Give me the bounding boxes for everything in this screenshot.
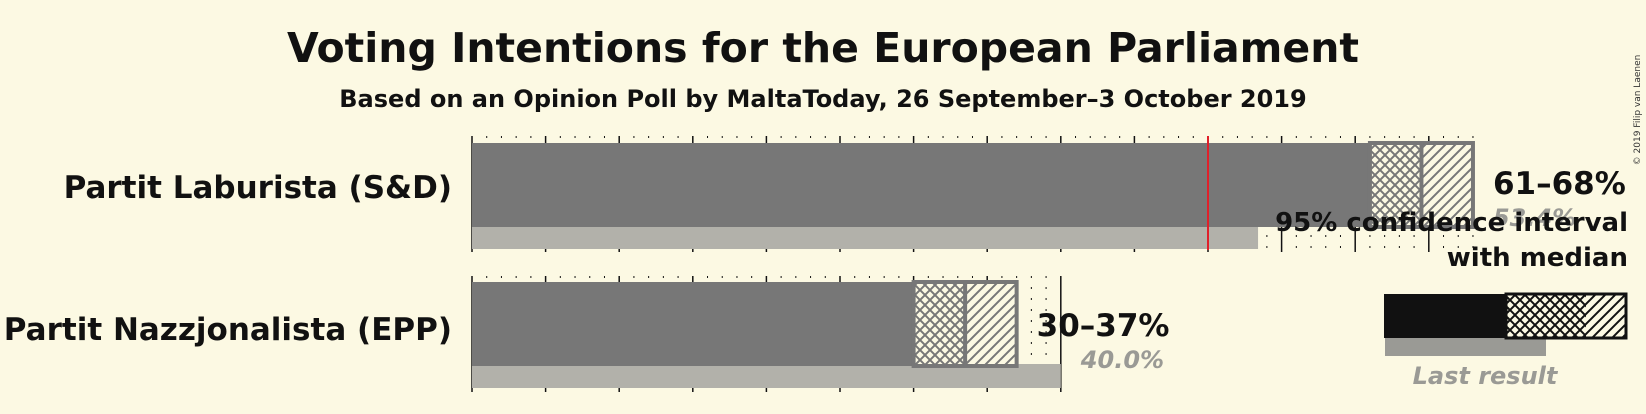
chart-title: Voting Intentions for the European Parli… [287, 24, 1359, 72]
legend-diagonal-swatch [1586, 294, 1626, 338]
bar-ci-upper [1421, 143, 1473, 227]
legend: 95% confidence interval with median Last… [1275, 208, 1628, 390]
legend-ci-line2: with median [1447, 243, 1628, 273]
bar-ci-lower [1369, 143, 1422, 227]
last-result-bar [472, 225, 1259, 249]
bar-solid [472, 282, 914, 366]
bar-ci-lower [913, 282, 966, 366]
legend-crosshatch-swatch [1506, 294, 1586, 338]
bar-ci-upper [965, 282, 1017, 366]
last-result-label: 53.4% [1493, 204, 1576, 232]
legend-last-result-label: Last result [1413, 362, 1559, 390]
legend-ci-line1: 95% confidence interval [1275, 208, 1628, 238]
legend-ci-outline [1504, 292, 1628, 340]
legend-solid-swatch [1384, 294, 1506, 338]
party-label: Partit Nazzjonalista (EPP) [4, 312, 452, 348]
last-result-label: 40.0% [1080, 346, 1164, 374]
range-label: 61–68% [1493, 166, 1626, 202]
range-label: 30–37% [1037, 308, 1170, 344]
party-label: Partit Laburista (S&D) [64, 170, 452, 206]
copyright-note: © 2019 Filip van Laenen [1633, 55, 1643, 166]
bar-solid [472, 143, 1370, 227]
chart-subtitle: Based on an Opinion Poll by MaltaToday, … [339, 85, 1306, 113]
bars-group: Partit Laburista (S&D) 61–68%53.4% Partit … [4, 136, 1626, 392]
